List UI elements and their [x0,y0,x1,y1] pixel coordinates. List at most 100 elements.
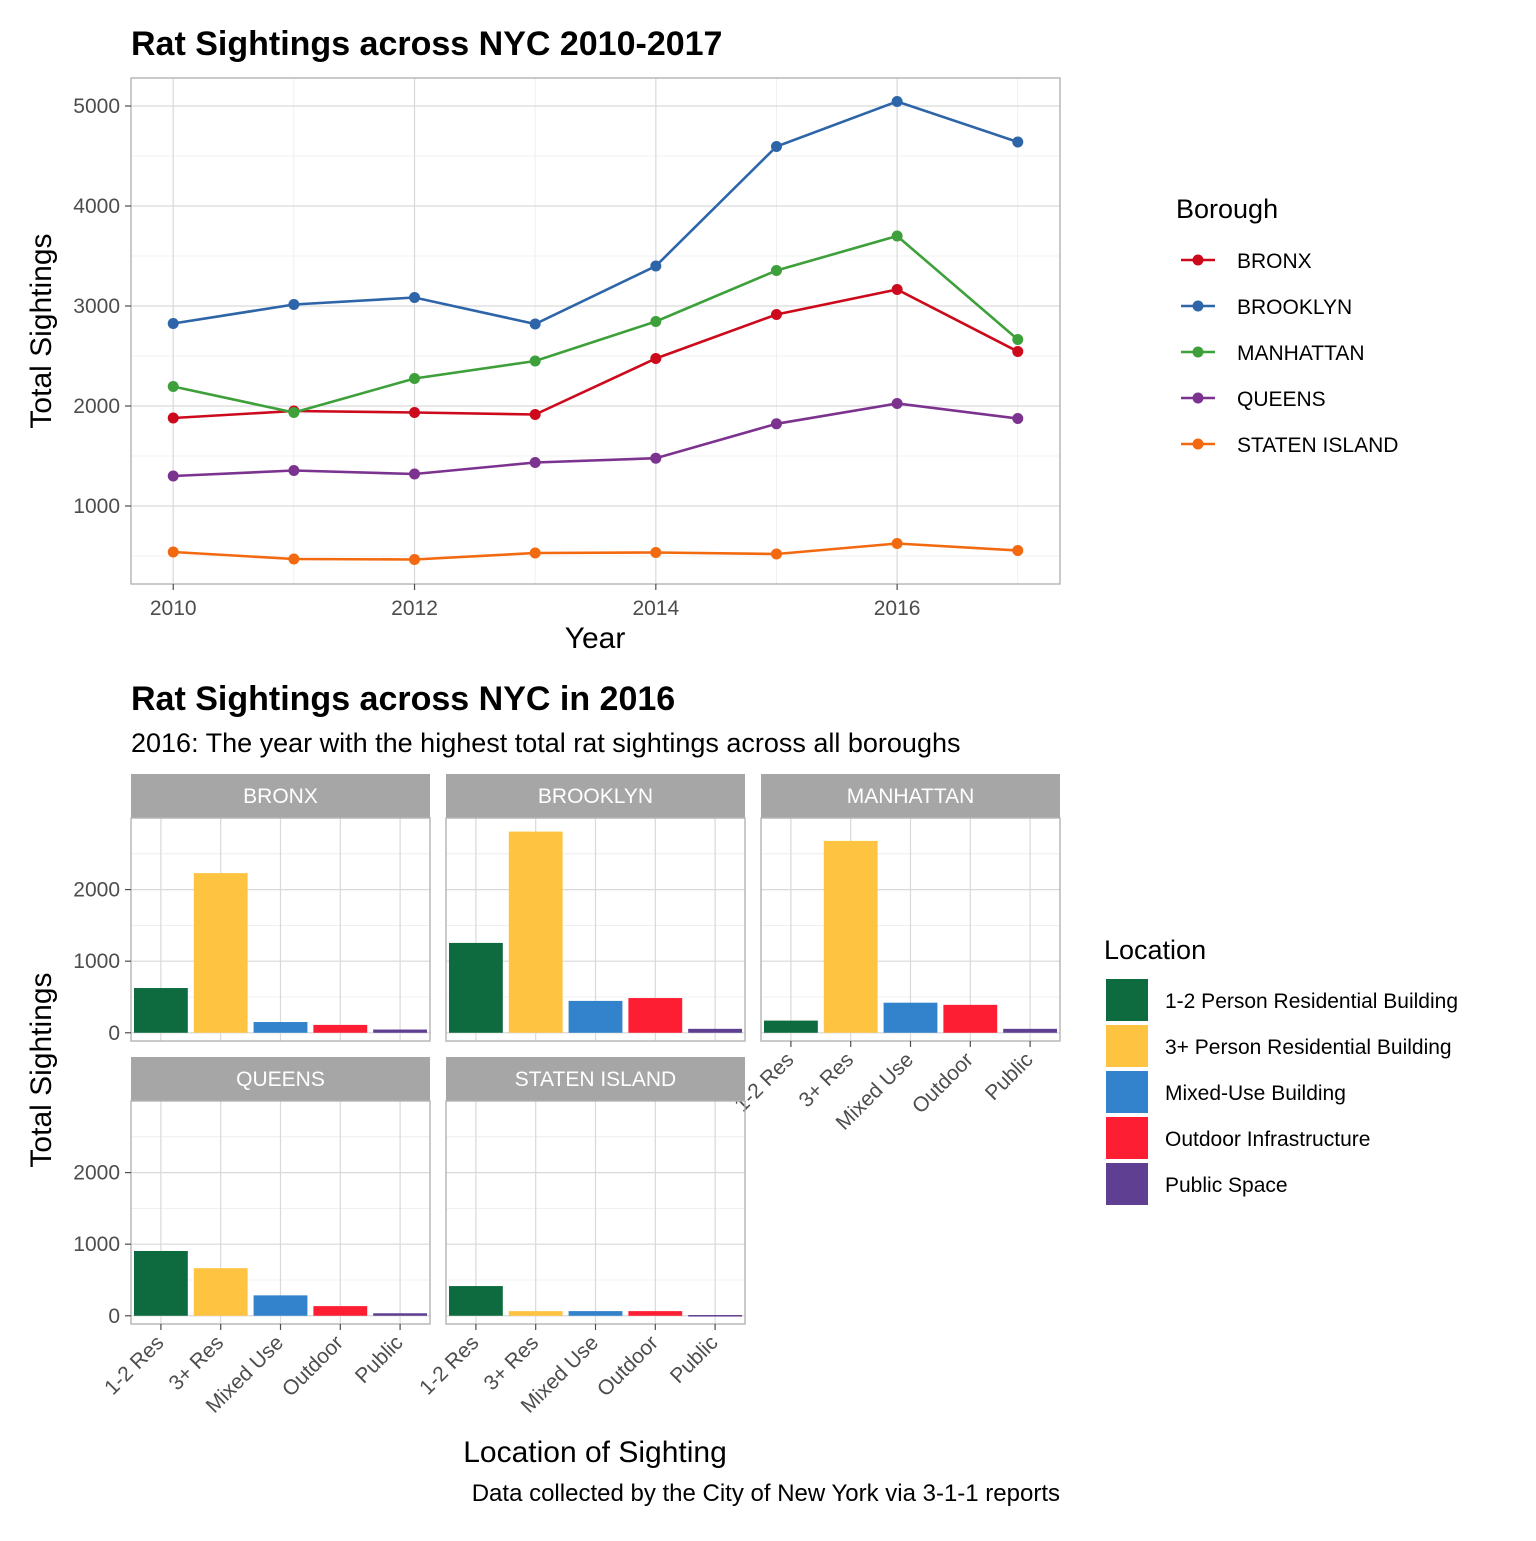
legend-label-public-space: Public Space [1165,1174,1288,1197]
y-tick-label: 2000 [73,1162,120,1185]
bar-bronx-outdoor [313,1024,368,1033]
bar-brooklyn-outdoor [628,998,683,1033]
data-point-bronx [770,309,782,320]
facet-strip-label: QUEENS [236,1068,325,1091]
x-tick-label: Outdoor [593,1331,663,1401]
facet-strip-label: BRONX [243,785,318,808]
bar-chart-title: Rat Sightings across NYC in 2016 [131,680,675,718]
data-point-bronx [529,409,541,420]
x-tick-label: Public [351,1331,408,1388]
data-point-manhattan [167,381,179,392]
bar-brooklyn-public [688,1028,743,1033]
y-tick-label: 1000 [73,950,120,973]
legend-label-manhattan: MANHATTAN [1237,342,1365,365]
bar-queens-3-res [193,1268,248,1316]
bar-manhattan-mixed-use [883,1002,938,1033]
legend-swatch-3-person-residential-building [1106,1025,1148,1067]
legend-key-point-brooklyn [1192,300,1204,312]
data-point-queens [529,457,541,468]
bar-queens-outdoor [313,1306,368,1316]
bar-manhattan-1-2-res [763,1020,818,1033]
data-point-brooklyn [891,96,903,107]
data-point-staten-island [288,553,300,565]
bar-brooklyn-1-2-res [448,942,503,1033]
bar-staten-island-3-res [508,1311,563,1316]
data-point-queens [891,398,903,409]
data-point-manhattan [1012,334,1024,345]
data-point-brooklyn [1012,136,1024,148]
legend-label-brooklyn: BROOKLYN [1237,296,1352,319]
facet-brooklyn: BROOKLYN [445,774,746,1042]
legend-label-bronx: BRONX [1237,250,1312,273]
line-chart-grid [131,78,1060,584]
bar-queens-public [373,1313,428,1316]
y-tick-label: 3000 [73,295,120,318]
bar-bronx-3-res [193,873,248,1033]
y-tick-label: 1000 [73,1233,120,1256]
line-chart-panel [130,77,1061,585]
bar-queens-mixed-use [253,1295,308,1316]
data-point-manhattan [891,230,903,242]
y-tick-label: 0 [108,1305,120,1328]
data-point-staten-island [409,554,421,565]
chart-caption: Data collected by the City of New York v… [472,1480,1060,1507]
legend-label-1-2-person-residential-building: 1-2 Person Residential Building [1165,990,1458,1013]
y-tick-label: 0 [108,1022,120,1045]
data-point-staten-island [529,547,541,559]
bar-queens-1-2-res [133,1250,188,1316]
x-tick-label: 1-2 Res [100,1331,168,1399]
legend-swatch-public-space [1106,1163,1148,1205]
data-point-manhattan [770,265,782,276]
data-point-staten-island [1012,545,1024,556]
data-point-queens [1012,413,1024,424]
bar-manhattan-public [1003,1028,1058,1033]
legend-key-point-queens [1192,392,1204,404]
y-tick-label: 2000 [73,395,120,418]
legend-key-point-manhattan [1192,346,1204,358]
bar-bronx-1-2-res [133,988,188,1033]
line-chart-axes: 2010 2012 2014 2016 1000 2000 3000 4000 5000 [73,95,920,620]
data-point-brooklyn [167,318,179,329]
facet-panel [445,817,746,1042]
legend-label-staten-island: STATEN ISLAND [1237,434,1398,457]
borough-legend-title: Borough [1176,194,1278,224]
data-point-bronx [1012,346,1024,357]
legend-label-outdoor-infrastructure: Outdoor Infrastructure [1165,1128,1370,1151]
bar-staten-island-mixed-use [568,1311,623,1316]
x-tick-label: 2010 [150,597,197,620]
legend-key-point-staten-island [1192,438,1204,450]
location-legend: 1-2 Person Residential Building 3+ Person… [1106,979,1458,1205]
bar-bronx-public [373,1029,428,1033]
facet-strip-label: BROOKLYN [538,785,653,808]
x-tick-label: 2016 [874,597,921,620]
line-chart-y-axis-title: Total Sightings [25,233,58,428]
x-tick-label: Outdoor [908,1048,978,1118]
data-point-queens [288,465,300,476]
line-chart-series [167,96,1024,565]
data-point-queens [409,468,421,480]
data-point-staten-island [167,546,179,558]
facet-panel [130,817,431,1042]
legend-label-mixed-use-building: Mixed-Use Building [1165,1082,1346,1105]
legend-swatch-outdoor-infrastructure [1106,1117,1148,1159]
data-point-bronx [650,353,662,364]
series-line-brooklyn [173,100,1019,326]
facet-strip-label: MANHATTAN [847,785,975,808]
data-point-queens [770,418,782,430]
x-tick-label: 2012 [391,597,438,620]
borough-legend: BRONX BROOKLYN MANHATTAN QUEENS STATEN ISLAN… [1181,250,1398,457]
legend-swatch-1-2-person-residential-building [1106,979,1148,1021]
line-chart-x-axis-title: Year [565,622,626,655]
bar-staten-island-outdoor [628,1311,683,1316]
data-point-queens [650,452,662,464]
data-point-brooklyn [529,318,541,330]
legend-key-point-bronx [1192,254,1204,266]
legend-label-queens: QUEENS [1237,388,1326,411]
bar-chart-y-axis-title: Total Sightings [25,972,58,1167]
facet-strip [446,1057,745,1101]
bar-staten-island-1-2-res [448,1286,503,1316]
